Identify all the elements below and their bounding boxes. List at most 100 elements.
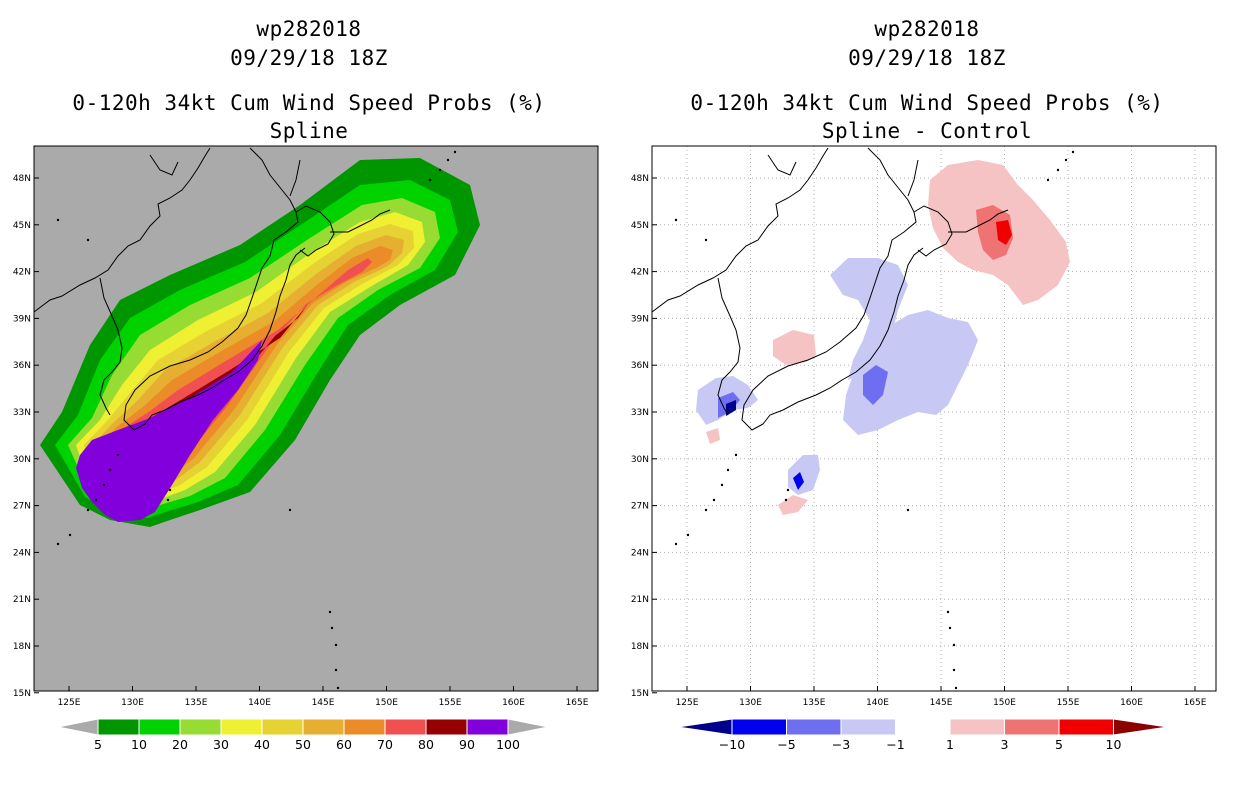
colorbar-label: 5 (94, 737, 102, 752)
diff-negative-south-core (793, 472, 804, 490)
colorbar-swatch (138, 718, 181, 736)
lon-tick-label: 135E (185, 698, 208, 708)
colorbar-swatch (302, 718, 345, 736)
lat-tick-label: 27N (631, 502, 649, 512)
left-map: 48N 45N 42N 39N 36N 33N 30N 27N 24N 21N 18N 15N 125… (13, 145, 599, 752)
lat-tick-label: 42N (13, 268, 31, 278)
colorbar-label: −10 (719, 737, 745, 752)
lat-tick-label: 33N (13, 408, 31, 418)
left-coastlines (33, 147, 391, 431)
right-colorbar: −10 −5 −3 −1 1 3 5 10 (677, 718, 1168, 752)
colorbar-swatch (425, 718, 468, 736)
colorbar-label: 1 (946, 737, 954, 752)
colorbar-swatch (97, 718, 140, 736)
lon-tick-label: 155E (1057, 698, 1080, 708)
right-map-frame (651, 145, 1217, 692)
right-islands (674, 150, 1075, 690)
right-subtitle: Spline - Control (821, 119, 1033, 143)
lat-tick-label: 45N (13, 221, 31, 231)
left-panel: wp282018 09/29/18 18Z 0-120h 34kt Cum Wi… (13, 17, 599, 752)
colorbar-swatch (343, 718, 386, 736)
left-colorbar: 5 10 20 30 40 50 60 70 80 90 100 (57, 718, 549, 752)
lon-tick-label: 125E (676, 698, 699, 708)
right-coastlines (651, 147, 1009, 431)
right-datetime: 09/29/18 18Z (848, 46, 1006, 70)
colorbar-label: 3 (1001, 737, 1009, 752)
right-lat-ticks: 48N 45N 42N 39N 36N 33N 30N 27N 24N 21N 18N 15N (631, 174, 657, 699)
colorbar-label: 50 (295, 737, 311, 752)
colorbar-label: 60 (336, 737, 352, 752)
colorbar-label: 10 (1106, 737, 1122, 752)
lon-tick-label: 145E (930, 698, 953, 708)
lat-tick-label: 42N (631, 268, 649, 278)
lat-tick-label: 15N (631, 689, 649, 699)
lat-tick-label: 15N (13, 689, 31, 699)
lat-tick-label: 33N (631, 408, 649, 418)
lat-tick-label: 24N (631, 548, 649, 558)
colorbar-swatch (261, 718, 304, 736)
colorbar-label: 30 (213, 737, 229, 752)
lon-tick-label: 140E (248, 698, 271, 708)
right-panel: wp282018 09/29/18 18Z 0-120h 34kt Cum Wi… (618, 0, 1236, 800)
colorbar-label: 10 (131, 737, 147, 752)
diff-negative-kyushu-5to10 (726, 400, 736, 416)
lat-tick-label: 39N (13, 314, 31, 324)
lon-tick-label: 125E (58, 698, 81, 708)
colorbar-label: 40 (254, 737, 270, 752)
lon-tick-label: 130E (739, 698, 762, 708)
lon-tick-label: 155E (439, 698, 462, 708)
lat-tick-label: 27N (13, 502, 31, 512)
left-subtitle: Spline (269, 119, 349, 143)
lat-tick-label: 21N (631, 595, 649, 605)
colorbar-swatch (1058, 718, 1114, 736)
lat-tick-label: 36N (13, 361, 31, 371)
colorbar-swatch (220, 718, 263, 736)
lon-tick-label: 150E (375, 698, 398, 708)
colorbar-swatch (384, 718, 427, 736)
colorbar-swatch (895, 718, 951, 736)
lat-tick-label: 18N (13, 642, 31, 652)
colorbar-high-triangle (1113, 718, 1168, 736)
colorbar-low-triangle (677, 718, 733, 736)
right-product-title: 0-120h 34kt Cum Wind Speed Probs (%) (690, 91, 1164, 115)
lon-tick-label: 160E (502, 698, 525, 708)
lon-tick-label: 165E (1184, 698, 1207, 708)
right-storm-id: wp282018 (874, 17, 980, 41)
lon-tick-label: 165E (566, 698, 589, 708)
left-datetime: 09/29/18 18Z (230, 46, 388, 70)
colorbar-label: 5 (1055, 737, 1063, 752)
colorbar-swatch (466, 718, 509, 736)
lon-tick-label: 140E (866, 698, 889, 708)
lon-tick-label: 160E (1120, 698, 1143, 708)
right-map-background (652, 146, 1216, 691)
lat-tick-label: 45N (631, 221, 649, 231)
left-islands (56, 150, 457, 690)
diff-positive-sw (706, 428, 720, 444)
lat-tick-label: 18N (631, 642, 649, 652)
lon-tick-label: 130E (121, 698, 144, 708)
left-lat-ticks: 48N 45N 42N 39N 36N 33N 30N 27N 24N 21N 18N 15N (13, 174, 39, 699)
lat-tick-label: 48N (13, 174, 31, 184)
diff-negative-east-3to5 (863, 365, 888, 405)
colorbar-swatch (731, 718, 787, 736)
colorbar-swatch (179, 718, 222, 736)
diff-positive-5to10 (996, 220, 1012, 245)
right-lon-ticks: 125E 130E 135E 140E 145E 150E 155E 160E 165E (676, 686, 1207, 708)
lat-tick-label: 39N (631, 314, 649, 324)
colorbar-label: −1 (886, 737, 904, 752)
diff-positive-west (773, 330, 816, 365)
lat-tick-label: 48N (631, 174, 649, 184)
colorbar-swatch (786, 718, 842, 736)
diff-negative-north (830, 258, 908, 380)
colorbar-label: 100 (496, 737, 520, 752)
colorbar-low-triangle (57, 718, 99, 736)
colorbar-swatch (1004, 718, 1060, 736)
colorbar-label: 20 (172, 737, 188, 752)
lat-tick-label: 30N (631, 455, 649, 465)
colorbar-swatch (949, 718, 1005, 736)
colorbar-label: 70 (377, 737, 393, 752)
colorbar-label: −3 (832, 737, 850, 752)
lon-tick-label: 150E (993, 698, 1016, 708)
lat-tick-label: 24N (13, 548, 31, 558)
colorbar-swatch (840, 718, 896, 736)
